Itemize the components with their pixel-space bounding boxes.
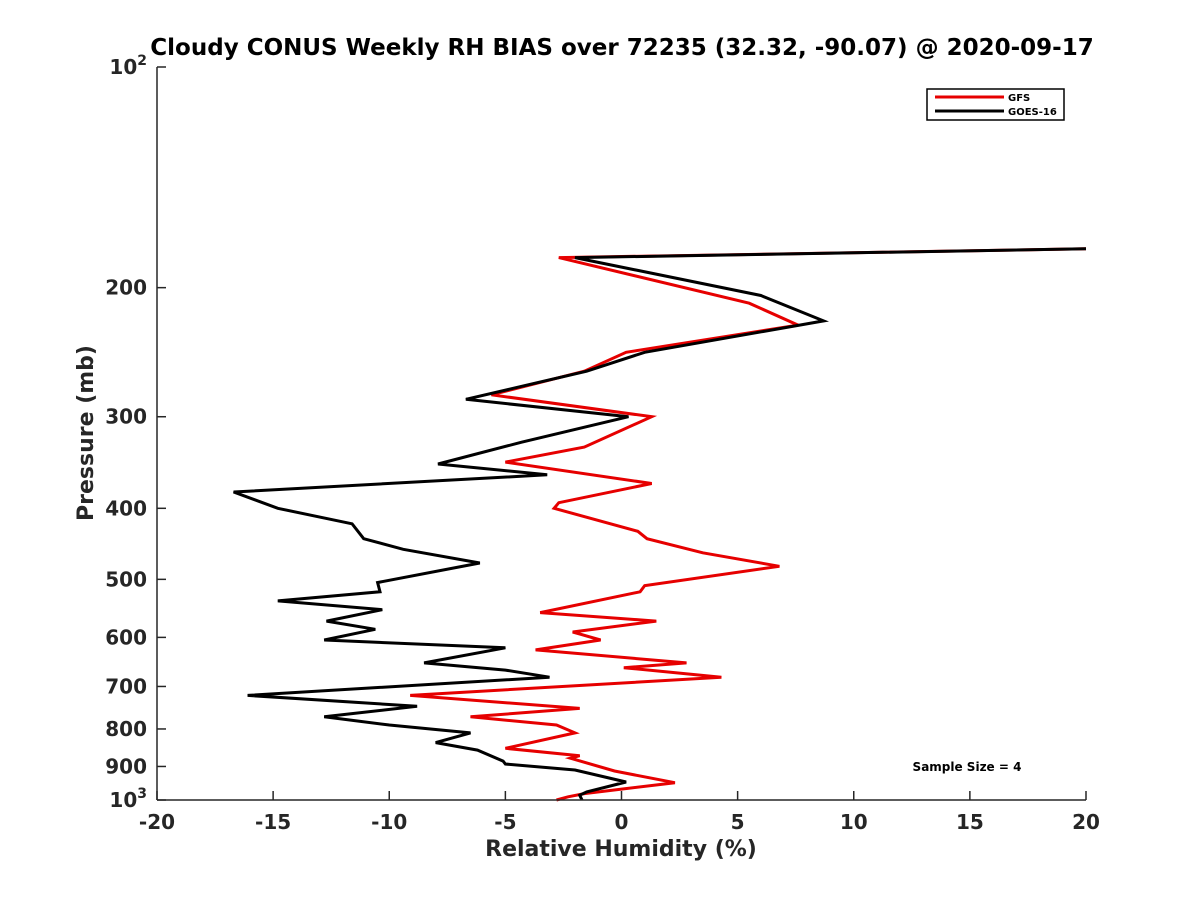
series-line-goes16 — [233, 247, 1087, 801]
series-layer — [233, 247, 1087, 802]
legend-label-gfs: GFS — [1008, 93, 1030, 104]
series-line-gfs — [410, 247, 1087, 802]
x-tick-label: -20 — [139, 810, 175, 834]
x-tick-label: -10 — [371, 810, 407, 834]
legend-box — [926, 88, 1065, 121]
legend: GFS GOES-16 — [926, 88, 1065, 121]
y-tick-label: 600 — [105, 625, 147, 649]
sample-size-annotation: Sample Size = 4 — [913, 760, 1022, 774]
y-tick-base: 10 — [109, 55, 137, 79]
plot-area: -20 -15 -10 -5 0 5 10 15 20 10220030040050060070… — [105, 53, 1100, 834]
y-tick-base: 10 — [109, 788, 137, 812]
y-tick-label: 500 — [105, 567, 147, 591]
y-tick-label: 400 — [105, 496, 147, 520]
y-tick-label: 900 — [105, 754, 147, 778]
y-tick-label: 800 — [105, 717, 147, 741]
x-ticks: -20 -15 -10 -5 0 5 10 15 20 — [139, 791, 1100, 834]
x-tick-label: 20 — [1072, 810, 1100, 834]
x-tick-label: 0 — [615, 810, 629, 834]
y-tick-label: 200 — [105, 276, 147, 300]
y-tick-label: 300 — [105, 405, 147, 429]
y-axis-label: Pressure (mb) — [74, 345, 99, 521]
x-tick-label: 15 — [956, 810, 984, 834]
y-tick-exponent: 2 — [137, 53, 147, 69]
y-tick-label: 102 — [109, 53, 147, 79]
x-tick-label: -5 — [494, 810, 516, 834]
y-tick-exponent: 3 — [137, 786, 147, 802]
legend-label-goes16: GOES-16 — [1008, 107, 1057, 118]
x-tick-label: 5 — [731, 810, 745, 834]
x-tick-label: 10 — [840, 810, 868, 834]
y-tick-label: 103 — [109, 786, 147, 812]
plot-frame — [157, 67, 1086, 800]
x-tick-label: -15 — [255, 810, 291, 834]
x-axis-label: Relative Humidity (%) — [485, 837, 757, 862]
y-tick-label: 700 — [105, 674, 147, 698]
chart-title: Cloudy CONUS Weekly RH BIAS over 72235 (… — [150, 35, 1093, 61]
